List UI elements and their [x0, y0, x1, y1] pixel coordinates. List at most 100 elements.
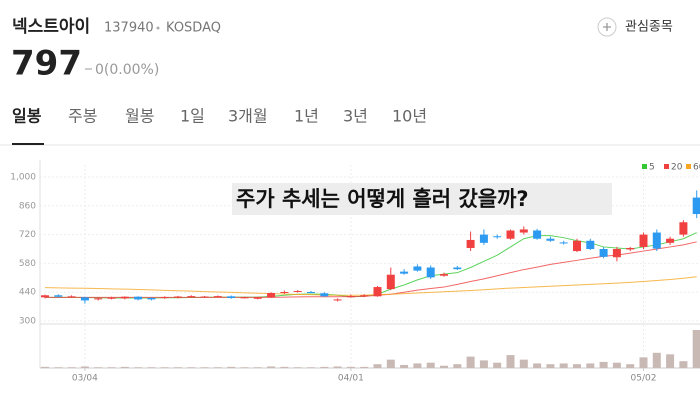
candle-body: [519, 229, 528, 233]
candle-body: [652, 232, 661, 249]
volume-bar: [546, 364, 555, 368]
volume-bar: [333, 366, 342, 368]
volume-bar: [612, 362, 621, 368]
volume-bar: [187, 367, 196, 368]
candle-body: [320, 293, 329, 297]
y-tick-label: 860: [19, 201, 36, 211]
tabs: 일봉 주봉 월봉 1일 3개월 1년 3년 10년: [12, 107, 427, 126]
legend-swatch: [642, 164, 647, 169]
volume-bar: [679, 361, 688, 368]
candle-body: [440, 274, 448, 276]
volume-bar: [120, 366, 129, 368]
candle-body: [54, 295, 63, 297]
volume-bar: [54, 367, 63, 368]
volume-bar: [293, 367, 302, 368]
y-tick-label: 440: [19, 288, 36, 298]
volume-bar: [253, 367, 262, 368]
candle-body: [41, 295, 49, 298]
volume-bar: [453, 364, 462, 368]
candle-body: [120, 296, 129, 299]
volume-bar: [479, 360, 488, 368]
legend-swatch: [686, 164, 691, 169]
tab[interactable]: 일봉: [12, 107, 42, 126]
volume-bar: [160, 367, 169, 368]
y-tick-label: 580: [19, 259, 36, 269]
volume-bar: [692, 330, 700, 368]
candle-body: [174, 296, 182, 298]
candle-body: [147, 297, 156, 300]
candle-body: [307, 291, 315, 293]
candle-body: [107, 297, 116, 299]
volume-bar: [213, 367, 222, 368]
candle-body: [134, 296, 143, 300]
volume-bar: [240, 367, 249, 368]
volume-bar: [267, 366, 276, 368]
y-tick-label: 300: [19, 317, 36, 327]
tab[interactable]: 주봉: [68, 107, 97, 126]
candle-body: [626, 247, 635, 250]
tab[interactable]: 1년: [294, 107, 319, 126]
volume-bar: [320, 366, 329, 368]
candle-body: [293, 290, 302, 292]
candle-body: [692, 197, 700, 215]
x-tick-label: 04/01: [338, 374, 364, 384]
volume-bar: [307, 367, 315, 368]
volume-bar: [346, 366, 355, 368]
candle-body: [187, 296, 196, 298]
volume-bar: [147, 367, 156, 368]
volume-bar: [493, 362, 502, 368]
candle-body: [453, 267, 462, 270]
volume-bar: [400, 364, 409, 368]
legend-swatch: [664, 164, 669, 169]
volume-bar: [586, 363, 595, 368]
volume-bar: [67, 367, 76, 368]
tab[interactable]: 월봉: [125, 107, 154, 126]
candle-body: [360, 295, 369, 297]
tab[interactable]: 10년: [392, 107, 427, 126]
watch-icon[interactable]: [597, 17, 617, 37]
candle-body: [227, 296, 236, 298]
y-tick-label: 720: [19, 230, 36, 240]
candle-body: [373, 287, 382, 297]
x-tick-label: 05/02: [631, 374, 657, 384]
candle-body: [80, 297, 89, 301]
volume-bar: [440, 365, 448, 368]
stock-code: 137940: [104, 21, 154, 36]
chart: 1,000 860 720 580 440 300 03/04 04/01 05/02 5 20 60…: [10, 160, 700, 384]
change: 0(0.00%): [95, 62, 159, 78]
candle-body: [533, 230, 542, 239]
legend-label: 5: [649, 163, 655, 173]
legend-label: 60: [693, 163, 700, 173]
tab[interactable]: 3개월: [228, 107, 268, 126]
volume-bar: [466, 356, 475, 368]
stock-name: 넥스트아이: [12, 17, 90, 37]
moving-average: [45, 232, 697, 299]
volume-bar: [174, 367, 182, 368]
candle-body: [333, 299, 342, 301]
candle-body: [466, 239, 475, 248]
candle-body: [240, 297, 249, 299]
candle-body: [586, 240, 595, 249]
candle-body: [639, 234, 648, 247]
tab[interactable]: 3년: [343, 107, 368, 126]
candle-body: [426, 267, 435, 278]
tab[interactable]: 1일: [180, 107, 205, 126]
volume-bar: [373, 364, 382, 368]
separator: [156, 26, 160, 30]
candle-body: [200, 296, 209, 298]
volume-bar: [200, 367, 209, 368]
volume-bar: [280, 366, 289, 368]
volume-bar: [107, 367, 116, 368]
volume-bar: [559, 363, 568, 368]
volume-bar: [134, 367, 143, 368]
candle-body: [253, 297, 262, 299]
candle-body: [493, 236, 502, 238]
candle-body: [599, 249, 608, 257]
candle-body: [160, 297, 169, 299]
volume-bar: [94, 367, 103, 368]
candle-body: [573, 240, 581, 252]
watch-button[interactable]: 관심종목: [625, 20, 673, 35]
legend-label: 20: [671, 163, 683, 173]
market: KOSDAQ: [166, 21, 221, 36]
volume-bar: [41, 366, 49, 368]
